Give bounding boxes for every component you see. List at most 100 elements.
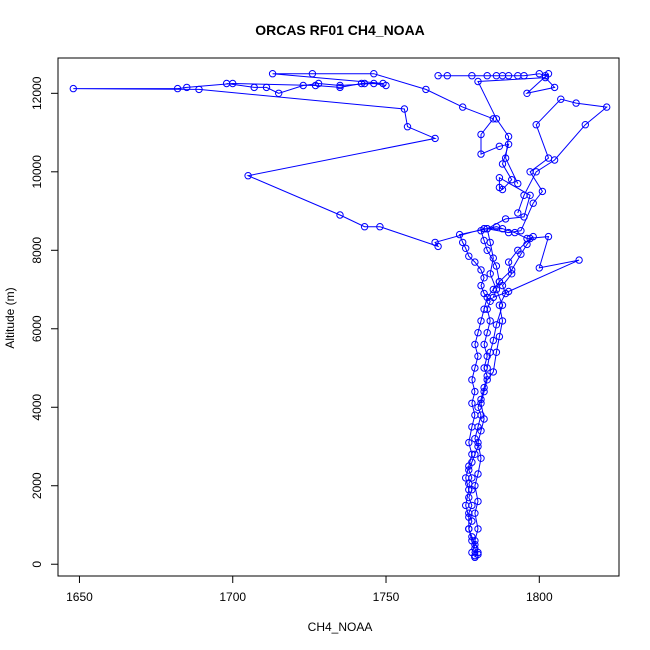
data-point xyxy=(480,274,488,282)
data-point xyxy=(222,79,231,88)
data-point xyxy=(474,438,482,447)
data-point xyxy=(474,77,482,86)
data-point xyxy=(434,242,442,251)
data-point xyxy=(468,399,476,407)
data-point xyxy=(483,372,491,380)
series-line xyxy=(226,82,387,94)
data-point xyxy=(474,442,482,451)
data-point xyxy=(477,266,485,274)
data-point xyxy=(382,81,390,90)
data-point xyxy=(557,95,565,103)
data-point xyxy=(504,140,513,149)
data-point xyxy=(529,199,537,207)
y-tick-label: 0 xyxy=(30,561,44,568)
data-point xyxy=(477,281,485,290)
data-point xyxy=(357,79,366,88)
data-point xyxy=(483,305,491,313)
y-axis: 0 2000 4000 6000 8000 10000 12000 xyxy=(30,76,59,568)
data-point xyxy=(462,244,470,253)
data-point xyxy=(477,150,485,158)
data-point xyxy=(495,301,504,309)
y-tick-label: 10000 xyxy=(30,155,44,189)
data-point xyxy=(486,348,494,356)
data-point xyxy=(517,227,525,235)
x-tick-label: 1750 xyxy=(373,590,400,604)
data-point xyxy=(495,332,504,341)
y-tick-label: 6000 xyxy=(30,315,44,342)
data-point xyxy=(550,83,559,92)
data-point xyxy=(495,183,504,192)
data-point xyxy=(480,225,488,233)
data-point xyxy=(471,411,479,419)
data-point xyxy=(431,134,439,143)
data-point xyxy=(462,501,470,510)
data-point xyxy=(360,79,369,88)
data-point xyxy=(508,270,516,278)
data-point xyxy=(468,376,476,384)
chart-title: ORCAS RF01 CH4_NOAA xyxy=(255,22,425,38)
data-point xyxy=(483,72,491,80)
data-point xyxy=(498,301,507,309)
data-point xyxy=(474,525,482,533)
data-point xyxy=(523,240,531,249)
data-point xyxy=(360,223,369,231)
data-point xyxy=(603,103,611,111)
data-point xyxy=(474,470,482,478)
data-point xyxy=(443,72,451,80)
data-point xyxy=(486,317,494,325)
data-point xyxy=(541,73,550,82)
data-point xyxy=(400,105,409,113)
data-point xyxy=(501,215,510,223)
data-point xyxy=(468,72,476,80)
x-tick-label: 1700 xyxy=(219,590,246,604)
data-point xyxy=(471,364,479,372)
data-point xyxy=(465,252,473,260)
data-point xyxy=(538,187,547,196)
data-point xyxy=(498,225,507,233)
data-point xyxy=(529,232,537,241)
x-tick-label: 1800 xyxy=(526,590,553,604)
data-point xyxy=(520,213,528,221)
data-point xyxy=(489,336,497,345)
data-point xyxy=(336,81,344,90)
data-point xyxy=(474,329,482,337)
data-point xyxy=(183,83,191,92)
data-point xyxy=(465,438,473,447)
data-point xyxy=(480,305,488,313)
data-point xyxy=(492,285,501,294)
y-tick-label: 12000 xyxy=(30,76,44,110)
data-point xyxy=(483,246,491,255)
data-point xyxy=(455,230,464,239)
data-point xyxy=(520,191,528,200)
data-point xyxy=(474,550,482,559)
data-point xyxy=(468,537,476,545)
data-point xyxy=(69,84,78,93)
data-point xyxy=(492,262,501,270)
data-point xyxy=(299,81,307,90)
data-point xyxy=(422,85,430,94)
data-point xyxy=(483,376,491,384)
data-point xyxy=(434,72,442,80)
data-point xyxy=(468,450,476,458)
data-point xyxy=(336,83,344,92)
data-point xyxy=(532,168,540,176)
data-point xyxy=(471,482,479,490)
data-point xyxy=(471,340,479,349)
series-layer xyxy=(69,70,611,561)
x-axis-label: CH4_NOAA xyxy=(308,620,373,634)
series-line xyxy=(73,73,580,558)
data-point xyxy=(474,497,482,506)
data-point xyxy=(477,395,485,404)
data-point xyxy=(471,544,479,553)
data-point xyxy=(477,454,485,462)
data-point xyxy=(308,70,317,78)
data-point xyxy=(504,132,513,141)
x-tick-label: 1650 xyxy=(66,590,93,604)
data-point xyxy=(581,121,589,129)
data-point xyxy=(477,130,485,139)
data-point xyxy=(498,317,507,325)
data-point xyxy=(483,364,491,372)
data-point xyxy=(471,258,479,266)
data-point xyxy=(514,209,522,217)
